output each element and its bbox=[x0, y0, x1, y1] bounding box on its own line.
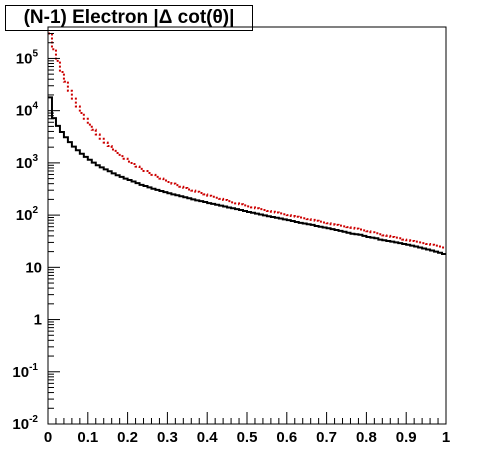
x-axis-ticks: 0 0.1 0.2 0.3 0.4 0.5 0.6 0.7 0.8 0.9 1 bbox=[44, 412, 450, 446]
series-red-group bbox=[48, 32, 446, 249]
y-tick-label: 1 bbox=[34, 312, 42, 329]
y-axis-ticks: 10-2 10-1 1 10 102 103 104 105 bbox=[12, 26, 60, 433]
x-tick-label: 0.3 bbox=[157, 429, 178, 446]
x-tick-label: 0.6 bbox=[276, 429, 297, 446]
y-tick-label: 102 bbox=[16, 205, 39, 224]
series-black-group bbox=[48, 96, 446, 256]
x-tick-label: 0.8 bbox=[356, 429, 377, 446]
x-tick-label: 1 bbox=[442, 429, 450, 446]
x-tick-label: 0.2 bbox=[117, 429, 138, 446]
x-tick-label: 0.1 bbox=[77, 429, 98, 446]
series-black-histogram bbox=[48, 96, 446, 256]
x-tick-label: 0 bbox=[44, 429, 52, 446]
x-tick-label: 0.7 bbox=[316, 429, 337, 446]
y-tick-label: 103 bbox=[16, 153, 39, 172]
y-tick-label: 10-2 bbox=[12, 414, 38, 433]
y-tick-label: 10-1 bbox=[12, 362, 38, 381]
plot-frame bbox=[47, 26, 447, 425]
y-tick-label: 10 bbox=[25, 259, 42, 276]
y-tick-label: 105 bbox=[16, 48, 39, 67]
x-tick-label: 0.9 bbox=[396, 429, 417, 446]
y-tick-label: 104 bbox=[16, 101, 39, 120]
x-tick-label: 0.5 bbox=[237, 429, 258, 446]
x-tick-label: 0.4 bbox=[197, 429, 219, 446]
series-red-histogram bbox=[48, 32, 446, 249]
